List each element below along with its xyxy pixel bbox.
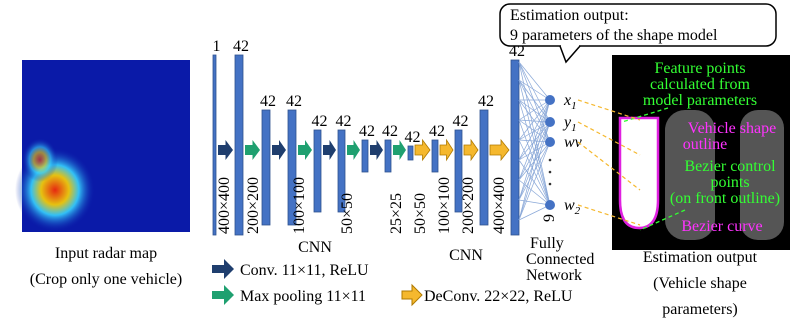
fc-edge [519, 62, 550, 122]
channel-label: 42 [453, 113, 469, 130]
input-caption: Input radar map [55, 245, 157, 262]
output-caption: parameters) [662, 301, 738, 318]
output-name: wv [564, 134, 583, 151]
output-sub: 1 [571, 122, 577, 134]
callout-text: 9 parameters of the shape model [510, 27, 718, 44]
layer-arrow [440, 140, 453, 160]
fc-dot [549, 159, 552, 162]
channel-label: 42 [382, 123, 398, 140]
fc-edge [519, 62, 550, 100]
fc-dot [549, 171, 552, 174]
channel-label: 42 [359, 123, 375, 140]
callout-text: Estimation output: [510, 7, 629, 24]
fc-label: Network [526, 267, 582, 284]
layer-bar [480, 110, 488, 225]
layer-bar [385, 140, 391, 172]
channel-label: 1 [213, 38, 221, 55]
channel-label: 42 [286, 93, 302, 110]
image-label: model parameters [643, 92, 757, 109]
layer-arrow [245, 140, 260, 160]
fc-dot [549, 183, 552, 186]
image-label: calculated from [650, 76, 751, 93]
size-label: 200×200 [460, 177, 477, 234]
layer-bar [432, 140, 438, 172]
cnn-label: CNN [298, 239, 332, 256]
cnn-label: CNN [449, 247, 483, 264]
input-caption: (Crop only one vehicle) [30, 271, 182, 288]
channel-label: 42 [312, 113, 328, 130]
fc-node [545, 117, 555, 127]
channel-label: 42 [429, 123, 445, 140]
fc-edge [519, 100, 550, 220]
output-name: x1 [563, 92, 577, 112]
legend-label: Max pooling 11×11 [240, 288, 366, 305]
layer-bar [511, 60, 519, 235]
size-label: 100×100 [291, 177, 308, 234]
channel-label: 42 [233, 38, 249, 55]
fc-label: Fully [530, 235, 564, 252]
output-caption: Estimation output [643, 249, 758, 266]
fc-label: Connected [526, 251, 594, 268]
channel-label: 42 [405, 129, 421, 146]
layer-arrow [218, 140, 233, 160]
output-base: wv [564, 134, 583, 151]
layer-arrow [490, 140, 509, 160]
layer-bar [314, 130, 321, 212]
layer-arrow [464, 140, 478, 160]
fc-count: 9 [541, 214, 558, 222]
output-sub: 2 [575, 205, 581, 217]
size-label: 400×400 [216, 177, 233, 234]
layer-bar [408, 146, 413, 160]
legend-label: Conv. 11×11, ReLU [240, 262, 369, 279]
size-label: 25×25 [388, 193, 405, 234]
fc-node [545, 200, 555, 210]
fc-edge [519, 142, 550, 180]
diagram: Input radar map (Crop only one vehicle) … [0, 0, 794, 324]
output-base: x [563, 92, 571, 109]
fc-node [545, 95, 555, 105]
legend-icon [212, 259, 234, 279]
size-label: 50×50 [412, 193, 429, 234]
vehicle-outline [620, 118, 658, 228]
radar-blob [22, 138, 58, 182]
size-label: 200×200 [245, 177, 262, 234]
image-label: (on front outline) [670, 190, 780, 207]
channel-label: 42 [509, 43, 525, 60]
output-caption: (Vehicle shape [653, 275, 747, 292]
image-label: outline [683, 136, 727, 153]
channel-label: 42 [260, 93, 276, 110]
size-label: 400×400 [491, 177, 508, 234]
layer-arrow [323, 140, 336, 160]
image-label: points [710, 174, 749, 191]
legend-label: DeConv. 22×22, ReLU [424, 288, 573, 305]
legend-icon [402, 285, 422, 305]
layer-arrow [272, 140, 286, 160]
output-name: w2 [564, 197, 581, 217]
image-label: Bezier control [684, 158, 776, 175]
image-label: Bezier curve [681, 218, 762, 235]
image-label: Feature points [654, 60, 745, 77]
layer-arrow [347, 140, 360, 160]
size-label: 50×50 [339, 193, 356, 234]
callout-tail [560, 46, 580, 62]
layer-bar [235, 55, 243, 235]
size-label: 100×100 [436, 177, 453, 234]
output-name: y1 [562, 114, 577, 134]
output-sub: 1 [571, 100, 577, 112]
layer-arrow [298, 140, 312, 160]
output-base: w [564, 197, 575, 214]
layer-bar [362, 140, 368, 172]
layer-bar [262, 110, 270, 225]
channel-label: 42 [336, 113, 352, 130]
layer-arrow [370, 140, 383, 160]
image-label: Vehicle shape [688, 120, 776, 137]
fc-node [545, 137, 555, 147]
channel-label: 42 [478, 93, 494, 110]
legend-icon [212, 285, 234, 305]
